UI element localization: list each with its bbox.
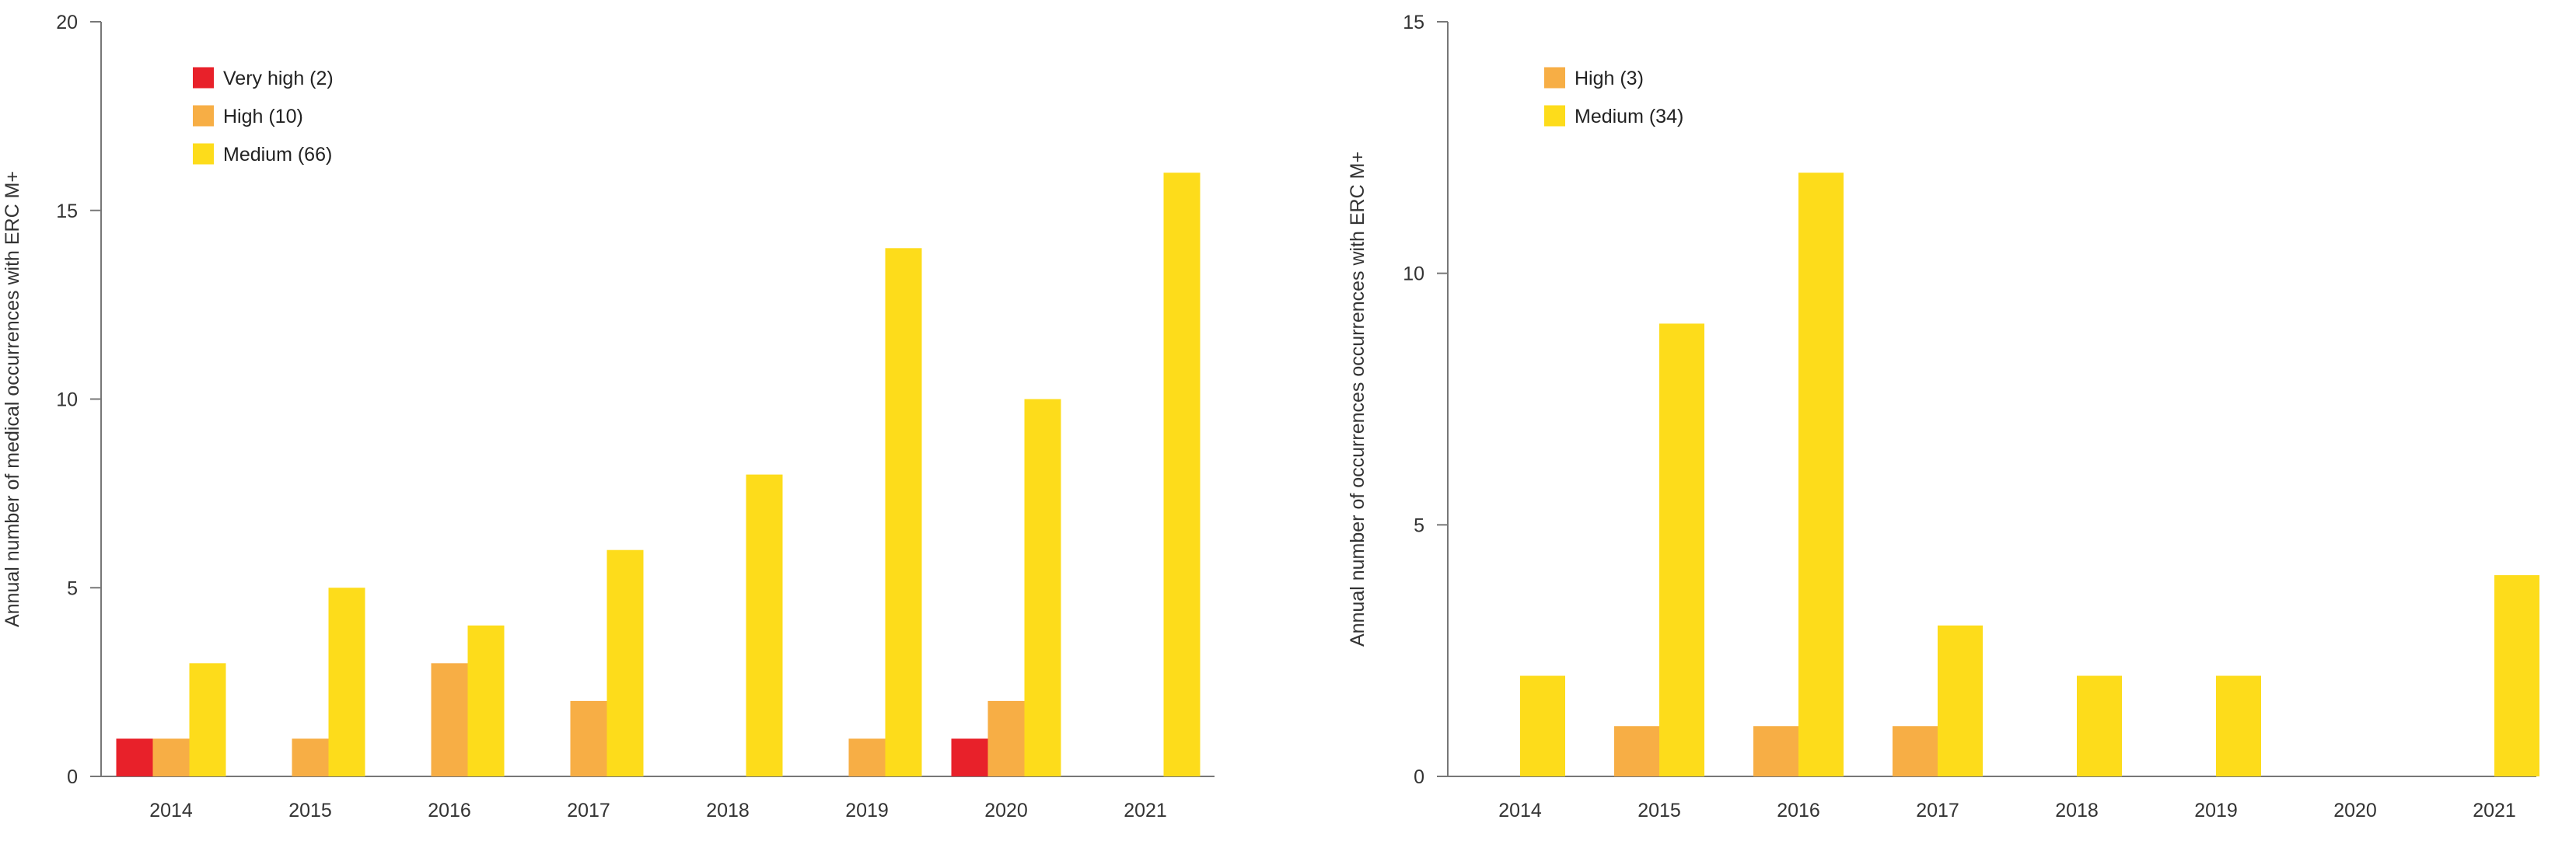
bar-high-2016 bbox=[431, 663, 468, 776]
y-tick-label: 15 bbox=[56, 201, 78, 222]
bar-medium-2014 bbox=[189, 663, 226, 776]
bar-medium-2014 bbox=[1520, 675, 1565, 776]
y-tick-label: 0 bbox=[1414, 766, 1424, 788]
x-tick-label: 2016 bbox=[1777, 800, 1820, 821]
x-tick-label: 2014 bbox=[149, 800, 193, 821]
x-tick-label: 2016 bbox=[428, 800, 471, 821]
legend-swatch-very-high bbox=[193, 67, 214, 89]
y-tick-label: 0 bbox=[67, 766, 78, 788]
bar-very-high-2020 bbox=[951, 738, 988, 776]
bar-medium-2016 bbox=[1798, 173, 1844, 776]
bar-high-2015 bbox=[292, 738, 329, 776]
legend-label-high: High (3) bbox=[1575, 68, 1644, 89]
x-tick-label: 2020 bbox=[2333, 800, 2377, 821]
chart-occurrences: 0 5 10 15 Annual number of occurrences occur… bbox=[1347, 12, 2539, 821]
chart-medical-occurrences: 0 5 10 15 20 Annual number of medical occurre… bbox=[2, 12, 1215, 821]
bar-high-2020 bbox=[987, 700, 1025, 776]
x-tick-label: 2020 bbox=[984, 800, 1028, 821]
bar-high-2016 bbox=[1753, 726, 1798, 776]
bar-medium-2019 bbox=[885, 248, 922, 776]
legend-swatch-medium bbox=[1544, 105, 1565, 127]
x-tick-label: 2021 bbox=[1124, 800, 1167, 821]
x-tick-label: 2017 bbox=[1916, 800, 1959, 821]
legend-swatch-high bbox=[1544, 67, 1565, 89]
bar-medium-2018 bbox=[2077, 675, 2122, 776]
x-tick-label: 2017 bbox=[567, 800, 610, 821]
bar-very-high-2014 bbox=[116, 738, 153, 776]
y-tick-label: 5 bbox=[67, 577, 78, 599]
legend-label-high: High (10) bbox=[223, 106, 303, 127]
y-tick-label: 20 bbox=[56, 12, 78, 33]
x-tick-label: 2018 bbox=[2055, 800, 2099, 821]
legend-label-medium: Medium (34) bbox=[1575, 106, 1683, 127]
x-tick-label: 2021 bbox=[2473, 800, 2516, 821]
legend-label-medium: Medium (66) bbox=[223, 144, 332, 166]
bar-medium-2021 bbox=[1163, 173, 1201, 776]
bar-medium-2019 bbox=[2216, 675, 2261, 776]
bar-high-2015 bbox=[1614, 726, 1659, 776]
bar-medium-2021 bbox=[2494, 575, 2539, 776]
bar-high-2017 bbox=[570, 700, 607, 776]
bar-medium-2015 bbox=[328, 588, 365, 776]
x-tick-label: 2014 bbox=[1498, 800, 1542, 821]
y-tick-label: 10 bbox=[56, 389, 78, 411]
y-axis-label: Annual number of medical occurrences wit… bbox=[2, 171, 23, 627]
legend-label-very-high: Very high (2) bbox=[223, 68, 334, 89]
y-tick-label: 5 bbox=[1414, 514, 1424, 536]
y-tick-label: 10 bbox=[1403, 263, 1424, 285]
x-tick-label: 2015 bbox=[1638, 800, 1681, 821]
bar-medium-2020 bbox=[1024, 399, 1061, 776]
x-tick-label: 2015 bbox=[288, 800, 332, 821]
bar-high-2019 bbox=[848, 738, 886, 776]
bar-medium-2016 bbox=[467, 625, 505, 776]
x-tick-label: 2019 bbox=[2194, 800, 2238, 821]
x-tick-label: 2018 bbox=[706, 800, 750, 821]
legend-swatch-high bbox=[193, 105, 214, 127]
bar-medium-2018 bbox=[746, 474, 783, 776]
bar-medium-2017 bbox=[1938, 625, 1983, 776]
bar-medium-2017 bbox=[606, 549, 644, 776]
y-axis-label: Annual number of occurrences occurrences… bbox=[1347, 152, 1368, 647]
x-tick-label: 2019 bbox=[845, 800, 889, 821]
bar-high-2014 bbox=[152, 738, 190, 776]
legend-swatch-medium bbox=[193, 143, 214, 165]
bar-high-2017 bbox=[1893, 726, 1938, 776]
bar-medium-2015 bbox=[1659, 323, 1704, 776]
y-tick-label: 15 bbox=[1403, 12, 1424, 33]
